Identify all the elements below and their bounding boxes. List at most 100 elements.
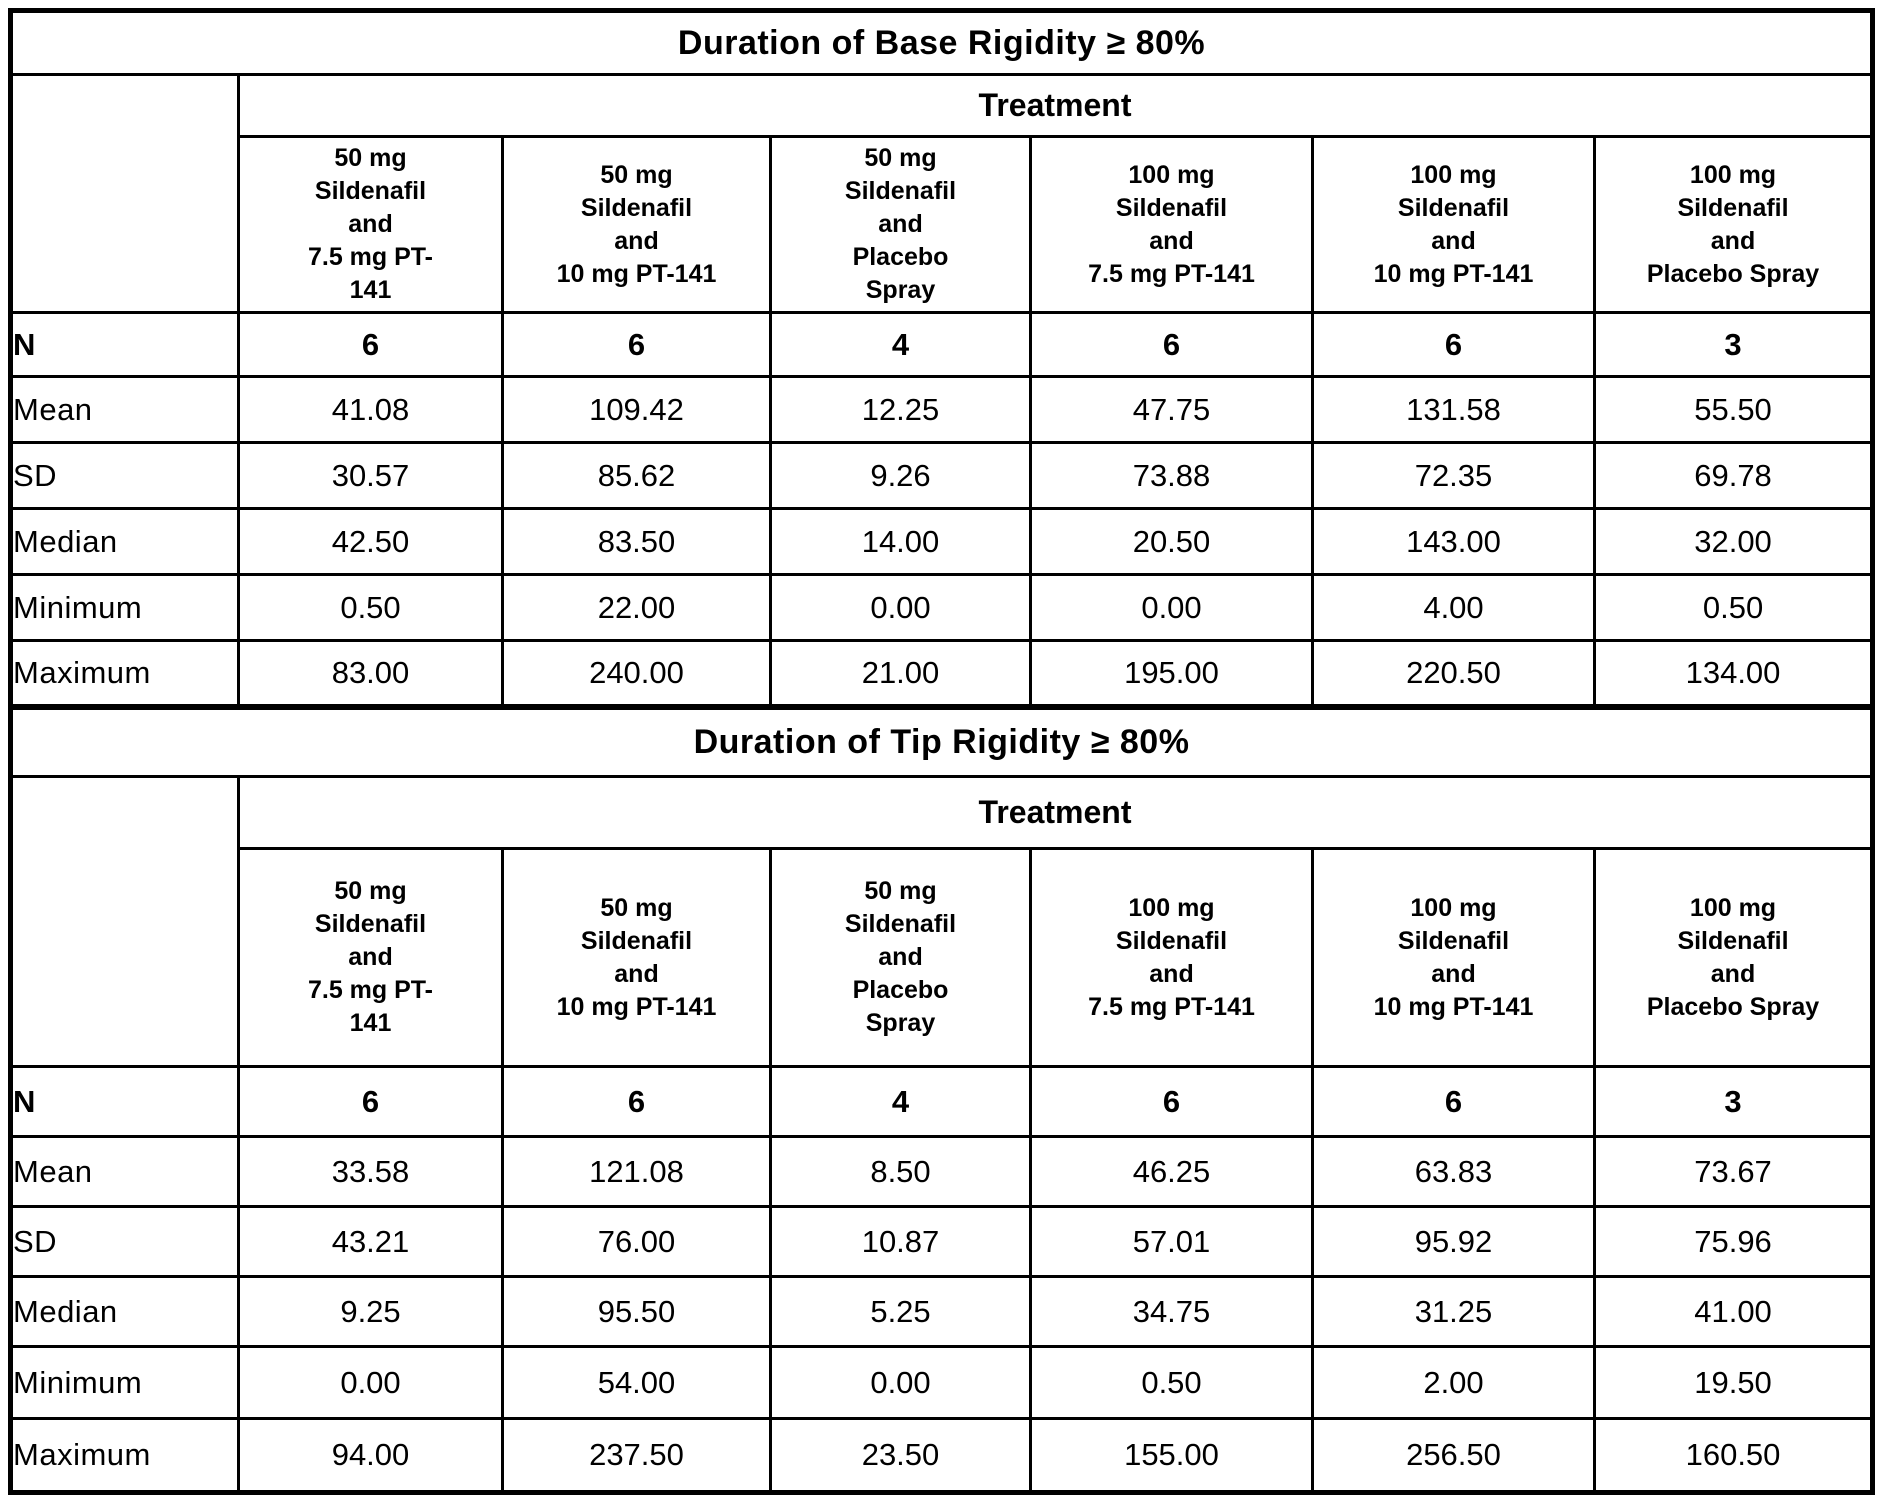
row-label: Mean (9, 375, 240, 444)
n-value: 6 (501, 1065, 772, 1138)
column-header: 100 mg Sildenafil and 7.5 mg PT-141 (1029, 135, 1314, 314)
cell-value: 8.50 (769, 1135, 1032, 1208)
cell-value: 0.00 (237, 1345, 504, 1420)
cell-value: 4.00 (1311, 573, 1596, 642)
row-label: Median (9, 1275, 240, 1348)
cell-value: 256.50 (1311, 1417, 1596, 1494)
cell-value: 160.50 (1592, 1417, 1875, 1494)
n-value: 3 (1592, 311, 1875, 378)
cell-value: 155.00 (1029, 1417, 1314, 1494)
cell-value: 73.88 (1029, 441, 1314, 510)
cell-value: 220.50 (1311, 639, 1596, 708)
cell-value: 95.50 (501, 1275, 772, 1348)
treatment-header: Treatment (236, 775, 1875, 850)
column-header: 50 mg Sildenafil and Placebo Spray (769, 135, 1032, 314)
cell-value: 63.83 (1311, 1135, 1596, 1208)
cell-value: 134.00 (1592, 639, 1875, 708)
cell-value: 14.00 (769, 507, 1032, 576)
n-value: 3 (1592, 1065, 1875, 1138)
cell-value: 0.50 (1029, 1345, 1314, 1420)
cell-value: 5.25 (769, 1275, 1032, 1348)
n-value: 6 (237, 1065, 504, 1138)
row-label: Maximum (9, 639, 240, 708)
cell-value: 0.50 (1592, 573, 1875, 642)
cell-value: 42.50 (237, 507, 504, 576)
cell-value: 143.00 (1311, 507, 1596, 576)
row-label: Minimum (9, 573, 240, 642)
row-label: N (9, 311, 240, 378)
n-value: 6 (501, 311, 772, 378)
cell-value: 83.50 (501, 507, 772, 576)
cell-value: 76.00 (501, 1205, 772, 1278)
cell-value: 20.50 (1029, 507, 1314, 576)
tip-table-title: Duration of Tip Rigidity ≥ 80% (8, 703, 1875, 778)
cell-value: 83.00 (237, 639, 504, 708)
cell-value: 195.00 (1029, 639, 1314, 708)
n-value: 6 (237, 311, 504, 378)
row-label: Minimum (9, 1345, 240, 1420)
cell-value: 32.00 (1592, 507, 1875, 576)
cell-value: 75.96 (1592, 1205, 1875, 1278)
cell-value: 12.25 (769, 375, 1032, 444)
cell-value: 2.00 (1311, 1345, 1596, 1420)
row-label: Mean (9, 1135, 240, 1208)
cell-value: 69.78 (1592, 441, 1875, 510)
cell-value: 23.50 (769, 1417, 1032, 1494)
column-header: 100 mg Sildenafil and 10 mg PT-141 (1311, 847, 1596, 1068)
cell-value: 19.50 (1592, 1345, 1875, 1420)
cell-value: 41.00 (1592, 1275, 1875, 1348)
cell-value: 21.00 (769, 639, 1032, 708)
cell-value: 95.92 (1311, 1205, 1596, 1278)
cell-value: 10.87 (769, 1205, 1032, 1278)
cell-value: 109.42 (501, 375, 772, 444)
cell-value: 41.08 (237, 375, 504, 444)
stub-cell (9, 775, 240, 1068)
n-value: 6 (1029, 311, 1314, 378)
cell-value: 240.00 (501, 639, 772, 708)
column-header: 100 mg Sildenafil and 7.5 mg PT-141 (1029, 847, 1314, 1068)
cell-value: 31.25 (1311, 1275, 1596, 1348)
base-table-title: Duration of Base Rigidity ≥ 80% (8, 9, 1875, 76)
row-label: SD (9, 441, 240, 510)
cell-value: 0.50 (237, 573, 504, 642)
row-label: Median (9, 507, 240, 576)
n-value: 6 (1311, 1065, 1596, 1138)
treatment-header: Treatment (236, 73, 1875, 138)
row-label: SD (9, 1205, 240, 1278)
cell-value: 34.75 (1029, 1275, 1314, 1348)
column-header: 100 mg Sildenafil and Placebo Spray (1592, 135, 1875, 314)
n-value: 4 (769, 311, 1032, 378)
cell-value: 0.00 (769, 573, 1032, 642)
n-value: 6 (1029, 1065, 1314, 1138)
cell-value: 131.58 (1311, 375, 1596, 444)
cell-value: 9.26 (769, 441, 1032, 510)
n-value: 6 (1311, 311, 1596, 378)
cell-value: 0.00 (1029, 573, 1314, 642)
rigidity-statistics-table: Duration of Base Rigidity ≥ 80% Treatmen… (8, 8, 1876, 1495)
cell-value: 46.25 (1029, 1135, 1314, 1208)
column-header: 100 mg Sildenafil and 10 mg PT-141 (1311, 135, 1596, 314)
cell-value: 237.50 (501, 1417, 772, 1494)
column-header: 50 mg Sildenafil and 7.5 mg PT- 141 (237, 847, 504, 1068)
cell-value: 54.00 (501, 1345, 772, 1420)
cell-value: 22.00 (501, 573, 772, 642)
column-header: 50 mg Sildenafil and 10 mg PT-141 (501, 847, 772, 1068)
n-value: 4 (769, 1065, 1032, 1138)
cell-value: 55.50 (1592, 375, 1875, 444)
column-header: 50 mg Sildenafil and 10 mg PT-141 (501, 135, 772, 314)
cell-value: 47.75 (1029, 375, 1314, 444)
cell-value: 57.01 (1029, 1205, 1314, 1278)
cell-value: 72.35 (1311, 441, 1596, 510)
column-header: 50 mg Sildenafil and 7.5 mg PT- 141 (237, 135, 504, 314)
cell-value: 121.08 (501, 1135, 772, 1208)
cell-value: 9.25 (237, 1275, 504, 1348)
cell-value: 0.00 (769, 1345, 1032, 1420)
cell-value: 85.62 (501, 441, 772, 510)
stub-cell (9, 73, 240, 314)
cell-value: 94.00 (237, 1417, 504, 1494)
column-header: 50 mg Sildenafil and Placebo Spray (769, 847, 1032, 1068)
row-label: N (9, 1065, 240, 1138)
cell-value: 43.21 (237, 1205, 504, 1278)
cell-value: 33.58 (237, 1135, 504, 1208)
